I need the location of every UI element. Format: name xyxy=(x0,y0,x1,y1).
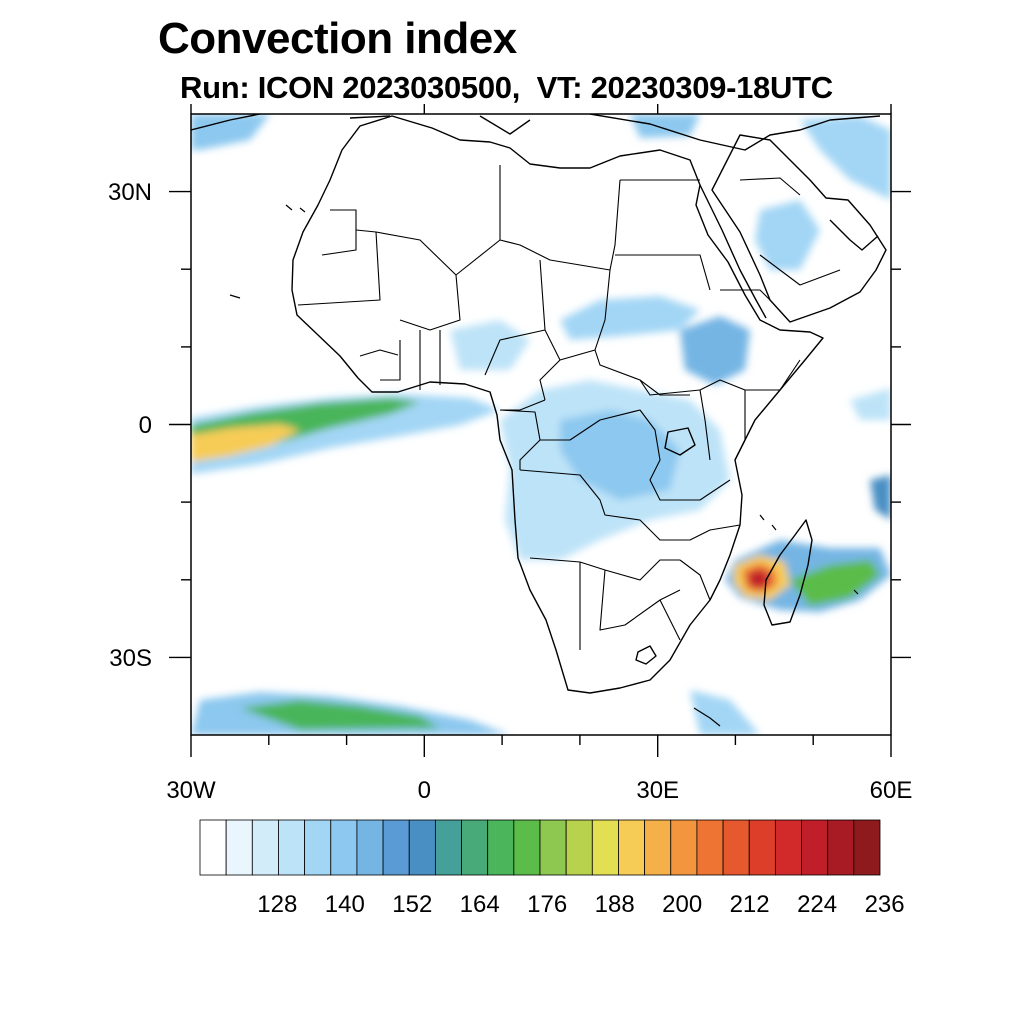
red-sea-coast xyxy=(699,184,767,319)
colorbar-swatch xyxy=(696,819,724,876)
colorbar-label: 128 xyxy=(257,891,297,918)
colorbar-swatch xyxy=(356,819,384,876)
itcz-band-core xyxy=(191,424,300,462)
africa-coastline xyxy=(291,115,824,694)
colorbar-label: 224 xyxy=(797,891,837,918)
colorbar-swatch xyxy=(278,819,306,876)
colorbar-swatch xyxy=(591,819,619,876)
colorbar-label: 152 xyxy=(392,891,432,918)
lat-tick-label-30n: 30N xyxy=(108,179,152,206)
colorbar-swatch xyxy=(539,819,567,876)
islands xyxy=(229,204,859,727)
cyclone-core xyxy=(748,569,769,589)
colorbar-swatch xyxy=(304,819,332,876)
madagascar-band-mid xyxy=(790,560,880,606)
madagascar-coastline xyxy=(763,519,813,626)
mozambique-channel-patch xyxy=(690,690,760,735)
convection-field xyxy=(191,114,891,735)
colorbar-swatch xyxy=(853,819,881,876)
colorbar-swatch xyxy=(382,819,410,876)
colorbar-swatch xyxy=(408,819,436,876)
colorbar-label: 212 xyxy=(730,891,770,918)
colorbar xyxy=(199,819,881,876)
lon-tick-label-30w: 30W xyxy=(166,777,216,804)
central-africa-inner xyxy=(560,410,680,500)
colorbar-swatch xyxy=(199,819,227,876)
sahel-patch-2 xyxy=(450,320,530,370)
colorbar-swatch xyxy=(722,819,750,876)
colorbar-label: 188 xyxy=(595,891,635,918)
lon-tick-label-0: 0 xyxy=(418,777,431,804)
colorbar-swatch xyxy=(565,819,593,876)
colorbar-label: 200 xyxy=(662,891,702,918)
colorbar-swatch xyxy=(670,819,698,876)
sahel-patch-1 xyxy=(560,296,700,340)
colorbar-swatch xyxy=(434,819,462,876)
country-borders xyxy=(297,165,841,650)
lon-tick-label-60e: 60E xyxy=(870,777,913,804)
colorbar-labels: 128 140 152 164 176 188 200 212 224 236 xyxy=(257,891,904,918)
coastlines xyxy=(191,114,887,694)
north-atlantic-patch xyxy=(191,114,270,150)
colorbar-swatch xyxy=(774,819,802,876)
plot-subtitle: Run: ICON 2023030500, VT: 20230309-18UTC xyxy=(180,70,833,105)
colorbar-swatch xyxy=(225,819,253,876)
mediterranean-patch xyxy=(630,114,700,138)
colorbar-swatch xyxy=(330,819,358,876)
arabia-coastline xyxy=(711,134,887,323)
lesotho-border xyxy=(635,645,657,665)
arabia-convection xyxy=(755,200,820,270)
colorbar-swatch xyxy=(618,819,646,876)
map-area xyxy=(191,114,891,735)
lat-tick-label-0: 0 xyxy=(139,412,152,439)
persian-gulf-coast xyxy=(829,219,879,251)
lake-victoria xyxy=(664,427,696,456)
colorbar-swatch xyxy=(748,819,776,876)
plot-title: Convection index xyxy=(158,14,517,63)
east-edge-patch-2 xyxy=(850,388,891,420)
ethiopia-convection xyxy=(680,316,750,385)
colorbar-label: 164 xyxy=(460,891,500,918)
colorbar-swatch xyxy=(827,819,855,876)
east-edge-patch xyxy=(870,475,891,520)
colorbar-label: 176 xyxy=(527,891,567,918)
axis-ticks xyxy=(169,104,911,757)
colorbar-swatch xyxy=(801,819,829,876)
southern-europe-coastline xyxy=(191,114,881,151)
tick-labels: 30W 0 30E 60E 30N 0 30S xyxy=(108,179,912,804)
colorbar-label: 140 xyxy=(325,891,365,918)
lon-tick-label-30e: 30E xyxy=(636,777,679,804)
colorbar-label: 236 xyxy=(865,891,905,918)
lat-tick-label-30s: 30S xyxy=(109,645,152,672)
colorbar-swatch xyxy=(487,819,515,876)
colorbar-swatch xyxy=(461,819,489,876)
south-atlantic-core xyxy=(240,700,440,730)
colorbar-swatch xyxy=(644,819,672,876)
colorbar-swatch xyxy=(251,819,279,876)
colorbar-swatch xyxy=(513,819,541,876)
northeast-convection xyxy=(800,116,891,200)
